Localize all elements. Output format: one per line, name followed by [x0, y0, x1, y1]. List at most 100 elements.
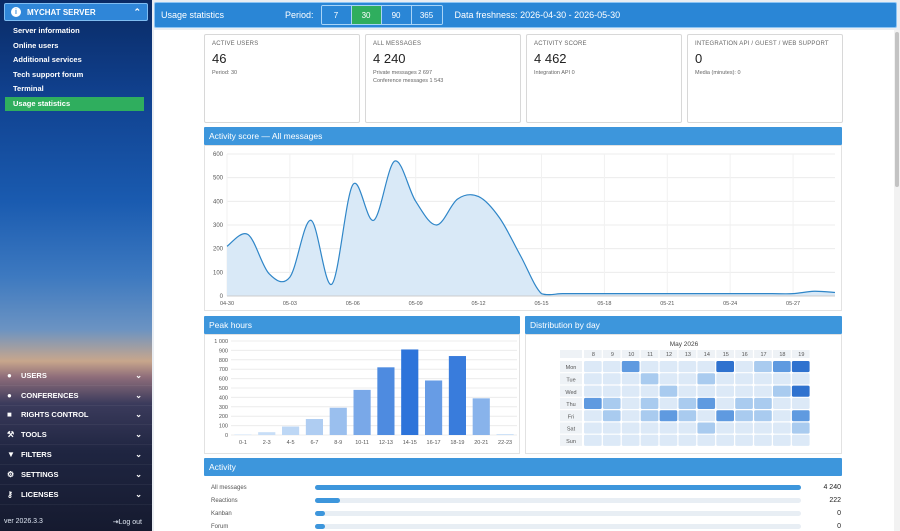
heatmap-cell [678, 385, 697, 397]
period-button-30[interactable]: 30 [351, 6, 382, 24]
chevron-down-icon: ⌄ [135, 430, 142, 440]
y-tick-label: 600 [219, 377, 228, 383]
distribution-panel: May 2026 8 9 10 11 12 13 14 15 16 17 18 19 Mon Tue Wed T… [525, 334, 842, 454]
card-label: ALL MESSAGES [373, 41, 422, 47]
rights-icon: ■ [7, 410, 12, 420]
heatmap-cell [697, 373, 716, 385]
heatmap-column-label: 15 [723, 352, 729, 358]
x-tick-label: 14-15 [403, 440, 417, 446]
heatmap-cell [716, 397, 734, 409]
y-tick-label: 100 [219, 424, 228, 430]
x-tick-label: 05-03 [283, 301, 297, 307]
activity-row-label: Forum [211, 523, 229, 530]
sidebar-section-settings[interactable]: ⚙ SETTINGS ⌄ [0, 465, 152, 485]
sidebar-sections: ● USERS ⌄ ● CONFERENCES ⌄ ■ RIGHTS CONTR… [0, 366, 152, 505]
x-tick-label: 05-15 [534, 301, 548, 307]
x-tick-label: 8-9 [334, 440, 342, 446]
sidebar-item-tech-support-forum[interactable]: Tech support forum [13, 69, 84, 79]
page-title: Usage statistics [161, 10, 225, 20]
heatmap-column-header [659, 350, 678, 358]
sidebar-item-server-information[interactable]: Server information [13, 26, 80, 35]
sidebar-footer: ver 2026.3.3 ⇥Log out [4, 518, 142, 526]
x-tick-label: 05-18 [597, 301, 611, 307]
period-button-90[interactable]: 90 [381, 6, 412, 24]
sidebar-header-mychat-server[interactable]: i MYCHAT SERVER ⌃ [4, 3, 148, 21]
activity-area-fill [227, 160, 835, 296]
version-label: ver 2026.3.3 [4, 518, 43, 525]
x-tick-label: 05-12 [472, 301, 486, 307]
logout-link[interactable]: ⇥Log out [113, 518, 142, 526]
sidebar-section-users[interactable]: ● USERS ⌄ [0, 366, 152, 386]
x-tick-label: 04-30 [220, 301, 234, 307]
peak-hours-bar [305, 419, 323, 435]
heatmap-cell [678, 373, 697, 385]
sidebar-section-rights-control[interactable]: ■ RIGHTS CONTROL ⌄ [0, 406, 152, 426]
heatmap-cell [773, 422, 791, 434]
heatmap-column-label: 9 [611, 352, 614, 358]
heatmap-cell [735, 397, 753, 409]
peak-hours-bar [377, 367, 395, 435]
sidebar-section-filters[interactable]: ▼ FILTERS ⌄ [0, 445, 152, 465]
chevron-up-icon: ⌃ [133, 6, 141, 17]
heatmap-cell [640, 385, 659, 397]
activity-row-value: 0 [837, 523, 841, 530]
x-tick-label: 05-27 [786, 301, 800, 307]
section-label: LICENSES [21, 489, 59, 499]
heatmap-column-header [678, 350, 697, 358]
heatmap-cell [584, 385, 602, 397]
sidebar-section-conferences[interactable]: ● CONFERENCES ⌄ [0, 386, 152, 406]
y-tick-label: 500 [219, 386, 228, 392]
peak-hours-chart: 0 100 200 300 400 500 600 700 800 900 1 000 0-1 2-3 4… [214, 339, 517, 446]
activity-row-bar [315, 524, 325, 529]
x-tick-label: 0-1 [239, 440, 247, 446]
heatmap-cell [754, 397, 772, 409]
heatmap-cell [621, 385, 640, 397]
heatmap-cell [735, 361, 753, 373]
card-detail: Period: 30 [212, 70, 238, 76]
heatmap-cell [773, 385, 791, 397]
heatmap-cell [640, 422, 659, 434]
heatmap-cell [697, 361, 716, 373]
heatmap-cell [754, 361, 772, 373]
y-tick-label: 600 [213, 152, 224, 158]
heatmap-cell [773, 361, 791, 373]
activity-row-bar [315, 498, 341, 503]
heatmap-column-header [735, 350, 753, 358]
sidebar-section-tools[interactable]: ⚒ TOOLS ⌄ [0, 425, 152, 446]
chevron-down-icon: ⌄ [135, 410, 142, 420]
sidebar-item-online-users[interactable]: Online users [13, 40, 59, 50]
heatmap-column-label: 16 [742, 352, 748, 358]
y-tick-label: 400 [213, 199, 224, 205]
heatmap-row-label: Tue [566, 377, 575, 383]
card-label: ACTIVE USERS [212, 41, 259, 47]
heatmap-cell [791, 422, 810, 434]
sidebar-section-licenses[interactable]: ⚷ LICENSES ⌄ [0, 485, 152, 505]
heatmap-cell [640, 361, 659, 373]
activity-score-panel: 0 100 200 300 400 500 600 04-30 05-03 05-06 05-09 0… [204, 145, 842, 311]
activity-score-chart: 0 100 200 300 400 500 600 04-30 05-03 05-06 05-09 0… [213, 152, 836, 307]
period-button-365[interactable]: 365 [411, 6, 442, 24]
main-scrollbar[interactable] [894, 30, 900, 531]
x-tick-label: 6-7 [310, 440, 318, 446]
sidebar-item-terminal[interactable]: Terminal [13, 84, 44, 93]
heatmap-row-label: Mon [566, 365, 577, 371]
info-icon: i [11, 7, 21, 17]
heatmap-column-header [716, 350, 734, 358]
section-label: FILTERS [21, 450, 52, 460]
scrollbar-thumb[interactable] [895, 32, 899, 187]
y-tick-label: 200 [213, 247, 224, 253]
heatmap-cell [659, 434, 678, 446]
activity-score-header: Activity score — All messages [204, 127, 842, 145]
section-label: RIGHTS CONTROL [21, 410, 89, 420]
period-button-7[interactable]: 7 [321, 6, 352, 24]
period-label: Period: [285, 10, 314, 20]
sidebar-item-usage-statistics[interactable]: Usage statistics [5, 96, 144, 111]
heatmap-cell [659, 373, 678, 385]
heatmap-cell [659, 397, 678, 409]
heatmap-column-label: 19 [798, 352, 804, 358]
activity-row-label: Kanban [211, 510, 232, 517]
heatmap-month-label: May 2026 [670, 341, 699, 348]
sidebar-item-additional-services[interactable]: Additional services [13, 55, 82, 64]
activity-row-value: 4 240 [823, 484, 841, 491]
peak-hours-bar [448, 356, 466, 435]
